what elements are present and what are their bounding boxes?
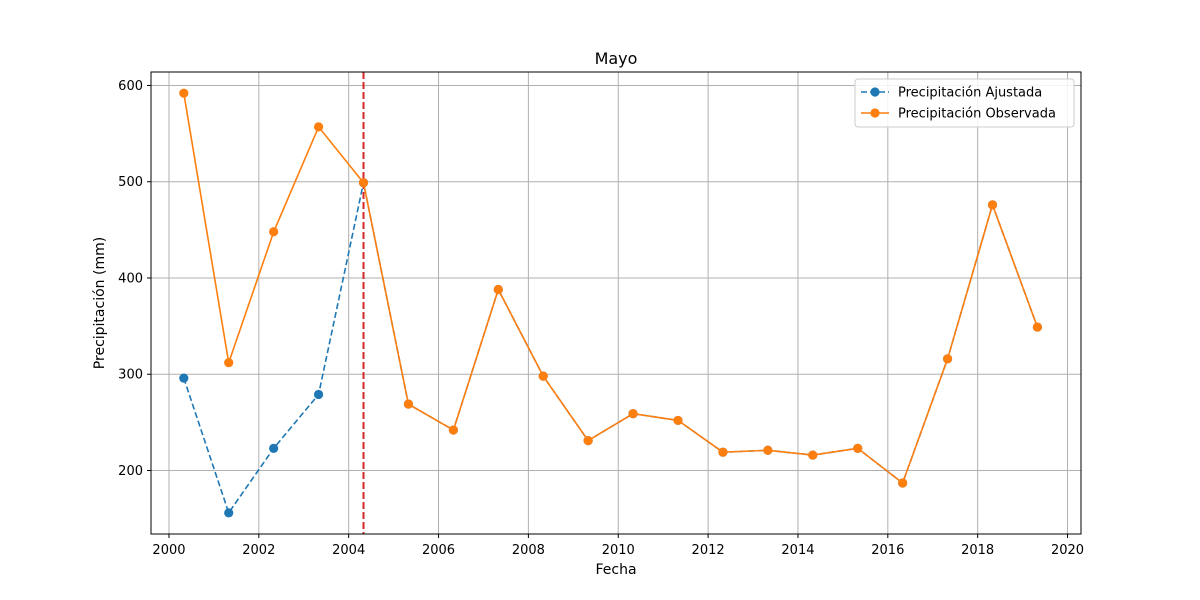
x-tick-label: 2020 — [1051, 543, 1084, 558]
legend-marker — [870, 108, 880, 118]
data-point — [853, 443, 863, 453]
x-tick-label: 2008 — [512, 543, 545, 558]
data-point — [583, 436, 593, 446]
y-axis: 200 300 400 500 600 — [118, 79, 151, 479]
x-tick-label: 2000 — [152, 543, 185, 558]
data-point — [403, 399, 414, 409]
legend-marker — [870, 87, 880, 97]
data-point — [358, 178, 369, 188]
data-point — [673, 415, 683, 426]
data-point — [313, 389, 324, 400]
data-point — [224, 358, 234, 368]
data-point — [179, 373, 189, 383]
data-point — [313, 122, 324, 132]
legend-label: Precipitación Ajustada — [898, 86, 1042, 101]
data-point — [1032, 322, 1043, 332]
y-tick-label: 600 — [118, 79, 143, 94]
data-point — [808, 450, 818, 460]
y-tick-label: 300 — [118, 368, 143, 383]
x-axis-label: Fecha — [595, 562, 636, 578]
y-tick-label: 500 — [118, 175, 143, 190]
legend-box — [854, 78, 1075, 128]
x-tick-label: 2018 — [961, 543, 994, 558]
data-point — [269, 443, 279, 453]
x-axis: 2000 2002 2004 2006 2008 2010 2012 2014 2016 2018… — [152, 534, 1084, 558]
plot-area — [150, 71, 1082, 535]
series-2 — [179, 88, 1043, 488]
legend-entry: Precipitación Ajustada — [861, 86, 1042, 101]
data-point — [269, 227, 279, 237]
x-tick-label: 2016 — [871, 543, 904, 558]
legend-entry: Precipitación Observada — [861, 107, 1056, 122]
series — [179, 88, 1043, 518]
chart-title: Mayo — [595, 49, 638, 68]
series-line — [183, 93, 1039, 485]
data-point — [763, 445, 773, 455]
legend-label: Precipitación Observada — [898, 107, 1056, 122]
data-point — [628, 409, 638, 419]
x-tick-label: 2014 — [781, 543, 814, 558]
data-point — [224, 508, 234, 518]
y-tick-label: 400 — [118, 271, 143, 286]
y-axis-label: Precipitación (mm) — [92, 237, 108, 369]
data-point — [448, 425, 458, 435]
x-tick-label: 2010 — [602, 543, 635, 558]
x-tick-label: 2004 — [332, 543, 365, 558]
series-1 — [179, 178, 1043, 518]
data-point — [718, 447, 728, 457]
x-tick-label: 2012 — [692, 543, 725, 558]
grid — [151, 72, 1081, 534]
y-tick-label: 200 — [118, 464, 143, 479]
x-tick-label: 2006 — [422, 543, 455, 558]
data-point — [538, 371, 548, 381]
x-tick-label: 2002 — [242, 543, 275, 558]
data-point — [179, 88, 189, 98]
data-point — [942, 354, 953, 364]
data-point — [898, 478, 908, 488]
legend: Precipitación Ajustada Precipitación Obse… — [854, 78, 1075, 128]
data-point — [493, 284, 503, 295]
data-point — [987, 200, 998, 210]
